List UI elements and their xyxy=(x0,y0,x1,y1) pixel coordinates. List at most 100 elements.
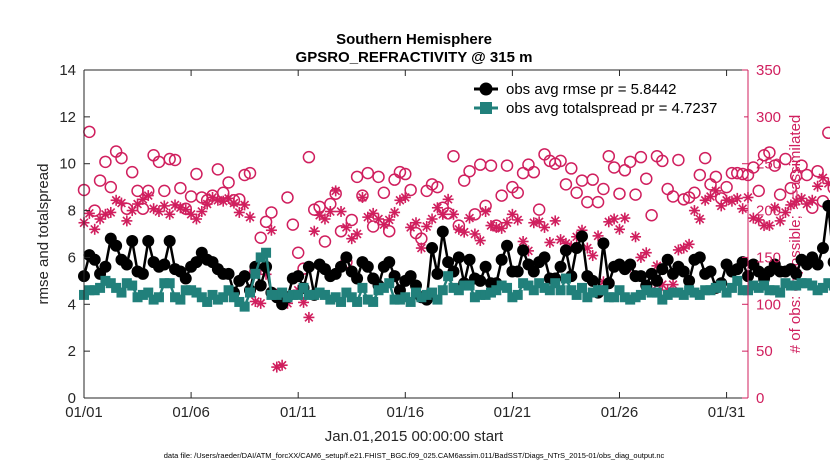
totalspread-point xyxy=(577,282,587,293)
possible-obs-point xyxy=(174,181,187,195)
possible-obs-point xyxy=(527,165,541,179)
possible-obs-point xyxy=(773,188,787,201)
totalspread-point xyxy=(148,294,159,305)
totalspread-point xyxy=(828,280,830,291)
y-left-tick-label: 6 xyxy=(68,249,76,266)
asterisk-stroke xyxy=(631,232,641,242)
assimilated-obs-point xyxy=(271,361,283,373)
assimilated-obs-point xyxy=(549,215,561,227)
asterisk-stroke xyxy=(320,214,330,224)
assimilated-obs-point xyxy=(640,247,652,259)
totalspread-point xyxy=(469,292,480,303)
totalspread-point xyxy=(705,285,716,296)
totalspread-point xyxy=(817,282,828,293)
rmse-point xyxy=(442,256,455,269)
possible-obs-point xyxy=(822,126,830,140)
assimilated-obs-point xyxy=(683,238,695,250)
asterisk-stroke xyxy=(165,209,175,219)
asterisk-stroke xyxy=(277,360,287,370)
asterisk-stroke xyxy=(175,203,185,213)
rmse-point xyxy=(661,253,674,266)
possible-obs-point xyxy=(784,181,798,195)
assimilated-obs-point xyxy=(464,212,476,224)
asterisk-stroke xyxy=(732,193,742,203)
totalspread-point xyxy=(121,278,132,289)
possible-obs-point xyxy=(190,167,203,181)
y-right-tick-label: 350 xyxy=(756,62,781,79)
assimilated-obs-point xyxy=(89,223,101,235)
rmse-point xyxy=(517,244,530,257)
asterisk-stroke xyxy=(459,227,469,237)
asterisk-stroke xyxy=(149,204,159,214)
assimilated-obs-point xyxy=(265,224,277,236)
totalspread-point xyxy=(635,289,646,300)
possible-obs-point xyxy=(281,191,294,204)
totalspread-point xyxy=(748,280,759,291)
totalspread-point xyxy=(496,280,507,291)
assimilated-obs-point xyxy=(308,225,320,237)
rmse-point xyxy=(120,258,133,271)
rmse-point xyxy=(538,251,551,264)
asterisk-stroke xyxy=(138,194,148,204)
rmse-point xyxy=(190,256,203,269)
rmse-point xyxy=(624,258,637,271)
possible-obs-point xyxy=(372,170,385,184)
y-axis-label-right: # of obs: o=possible; ∗=assimilated xyxy=(787,115,804,354)
totalspread-point xyxy=(132,292,143,303)
asterisk-stroke xyxy=(400,192,410,202)
asterisk-stroke xyxy=(106,207,116,217)
rmse-point xyxy=(142,235,155,248)
assimilated-obs-point xyxy=(324,206,336,218)
totalspread-point xyxy=(105,278,116,289)
assimilated-obs-point xyxy=(587,250,599,262)
assimilated-obs-point xyxy=(351,228,363,240)
asterisk-stroke xyxy=(700,195,710,205)
rmse-point xyxy=(163,235,176,248)
possible-obs-point xyxy=(243,166,257,180)
rmse-point xyxy=(238,270,251,283)
asterisk-stroke xyxy=(240,200,250,210)
possible-obs-point xyxy=(629,188,642,201)
totalspread-point xyxy=(630,292,641,303)
totalspread-point xyxy=(180,285,191,296)
totalspread-point xyxy=(186,285,197,296)
assimilated-obs-point xyxy=(410,217,422,229)
assimilated-obs-point xyxy=(737,203,749,215)
totalspread-point xyxy=(202,296,213,307)
assimilated-obs-point xyxy=(822,177,830,189)
totalspread-point xyxy=(127,280,138,291)
assimilated-obs-point xyxy=(817,172,829,184)
asterisk-stroke xyxy=(813,181,823,191)
assimilated-obs-point xyxy=(185,208,197,220)
assimilated-obs-point xyxy=(544,236,556,248)
asterisk-stroke xyxy=(266,225,276,235)
y-right-tick-label: 200 xyxy=(756,203,781,220)
rmse-point xyxy=(361,260,374,273)
asterisk-stroke xyxy=(202,199,212,209)
totalspread-point xyxy=(560,273,571,284)
asterisk-stroke xyxy=(770,203,780,213)
assimilated-obs-point xyxy=(142,190,154,202)
assimilated-obs-point xyxy=(447,208,459,220)
y-right-tick-label: 50 xyxy=(756,343,773,360)
totalspread-point xyxy=(357,282,368,293)
totalspread-point xyxy=(432,294,443,305)
totalspread-point xyxy=(448,282,459,293)
possible-obs-point xyxy=(763,146,776,159)
totalspread-point xyxy=(485,287,496,298)
totalspread-point xyxy=(550,278,561,289)
assimilated-obs-point xyxy=(373,213,385,225)
y-left-tick-label: 14 xyxy=(59,62,76,79)
assimilated-obs-point xyxy=(619,212,631,224)
totalspread-point xyxy=(287,289,298,300)
totalspread-point xyxy=(668,287,679,298)
asterisk-stroke xyxy=(341,222,351,232)
assimilated-obs-point xyxy=(501,217,513,229)
totalspread-point xyxy=(780,278,791,289)
asterisk-stroke xyxy=(84,208,94,218)
totalspread-point xyxy=(346,292,357,303)
rmse-point xyxy=(736,256,749,269)
possible-obs-point xyxy=(565,162,578,175)
asterisk-stroke xyxy=(679,243,689,253)
assimilated-obs-point xyxy=(812,180,824,192)
